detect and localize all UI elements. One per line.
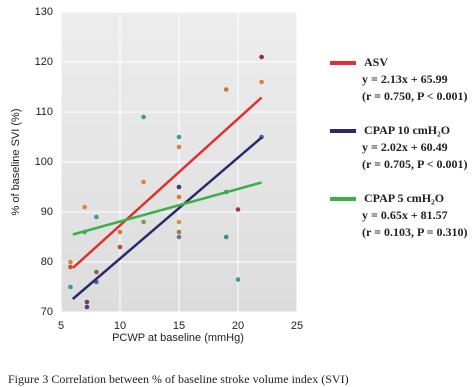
data-point — [176, 184, 182, 190]
regression-line — [71, 136, 263, 300]
data-point — [259, 79, 264, 85]
legend-stats: (r = 0.750, P < 0.001) — [362, 89, 467, 103]
legend-label: ASV — [364, 55, 388, 69]
data-point — [176, 234, 182, 240]
y-tick-label: 130 — [35, 6, 53, 18]
x-tick-label: 10 — [114, 320, 126, 332]
data-point — [176, 229, 182, 235]
y-tick-label: 120 — [35, 56, 53, 68]
regression-line — [71, 96, 263, 269]
data-point — [68, 264, 73, 270]
data-point — [68, 259, 73, 265]
data-point — [84, 304, 90, 310]
y-tick-label: 110 — [35, 106, 53, 118]
caption: Figure 3 Correlation between % of baseli… — [8, 372, 349, 386]
data-point — [94, 269, 99, 275]
data-point — [223, 234, 229, 240]
x-tick-label: 15 — [173, 320, 185, 332]
y-tick-label: 100 — [35, 156, 53, 168]
data-point — [176, 219, 182, 225]
data-point — [176, 144, 182, 150]
data-point — [68, 284, 73, 290]
data-point — [84, 299, 90, 305]
y-tick-label: 90 — [41, 206, 53, 218]
data-point — [176, 134, 182, 140]
data-point — [82, 204, 87, 210]
y-tick-label: 70 — [41, 306, 53, 318]
legend-label: CPAP 5 cmH₂O — [364, 191, 444, 205]
data-point — [141, 179, 146, 185]
legend-equation: y = 2.02x + 60.49 — [362, 140, 448, 154]
legend-label: CPAP 10 cmH₂O — [364, 123, 450, 137]
data-point — [141, 219, 146, 225]
x-tick-label: 20 — [232, 320, 244, 332]
legend-stats: (r = 0.705, P < 0.001) — [362, 157, 467, 171]
y-axis-label: % of baseline SVI (%) — [10, 109, 22, 216]
data-point — [117, 244, 123, 250]
y-tick-label: 80 — [41, 256, 53, 268]
x-axis-label: PCWP at baseline (mmHg) — [112, 332, 244, 344]
x-tick-label: 5 — [58, 320, 64, 332]
data-point — [117, 229, 123, 235]
data-point — [141, 114, 146, 120]
regression-line — [72, 181, 262, 236]
data-point — [235, 207, 241, 212]
data-point — [176, 194, 182, 200]
legend-equation: y = 2.13x + 65.99 — [362, 72, 448, 86]
legend-stats: (r = 0.103, P = 0.310) — [362, 225, 467, 239]
data-point — [235, 277, 241, 282]
legend-equation: y = 0.65x + 81.57 — [362, 208, 448, 222]
data-point — [94, 214, 99, 220]
x-tick-label: 25 — [291, 320, 303, 332]
data-point — [259, 54, 264, 60]
data-point — [223, 87, 229, 92]
